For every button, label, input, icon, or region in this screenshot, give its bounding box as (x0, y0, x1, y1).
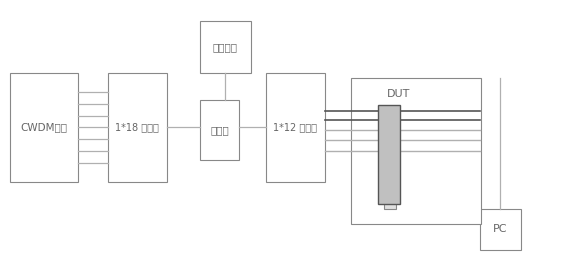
Bar (266, 73, 325, 182)
Text: 光功率计: 光功率计 (213, 42, 238, 52)
Bar (480, 209, 521, 250)
Text: DUT: DUT (387, 89, 411, 99)
Bar (384, 110, 396, 209)
Bar (378, 105, 400, 204)
Text: 衰减器: 衰减器 (210, 125, 229, 135)
Bar (200, 21, 251, 73)
Bar (108, 73, 167, 182)
Text: CWDM光源: CWDM光源 (20, 122, 68, 132)
Text: PC: PC (493, 224, 508, 234)
Text: 1*18 光开关: 1*18 光开关 (115, 122, 159, 132)
Bar (10, 73, 78, 182)
Bar (200, 100, 239, 160)
Text: 1*12 光开关: 1*12 光开关 (273, 122, 318, 132)
Bar (351, 78, 481, 224)
